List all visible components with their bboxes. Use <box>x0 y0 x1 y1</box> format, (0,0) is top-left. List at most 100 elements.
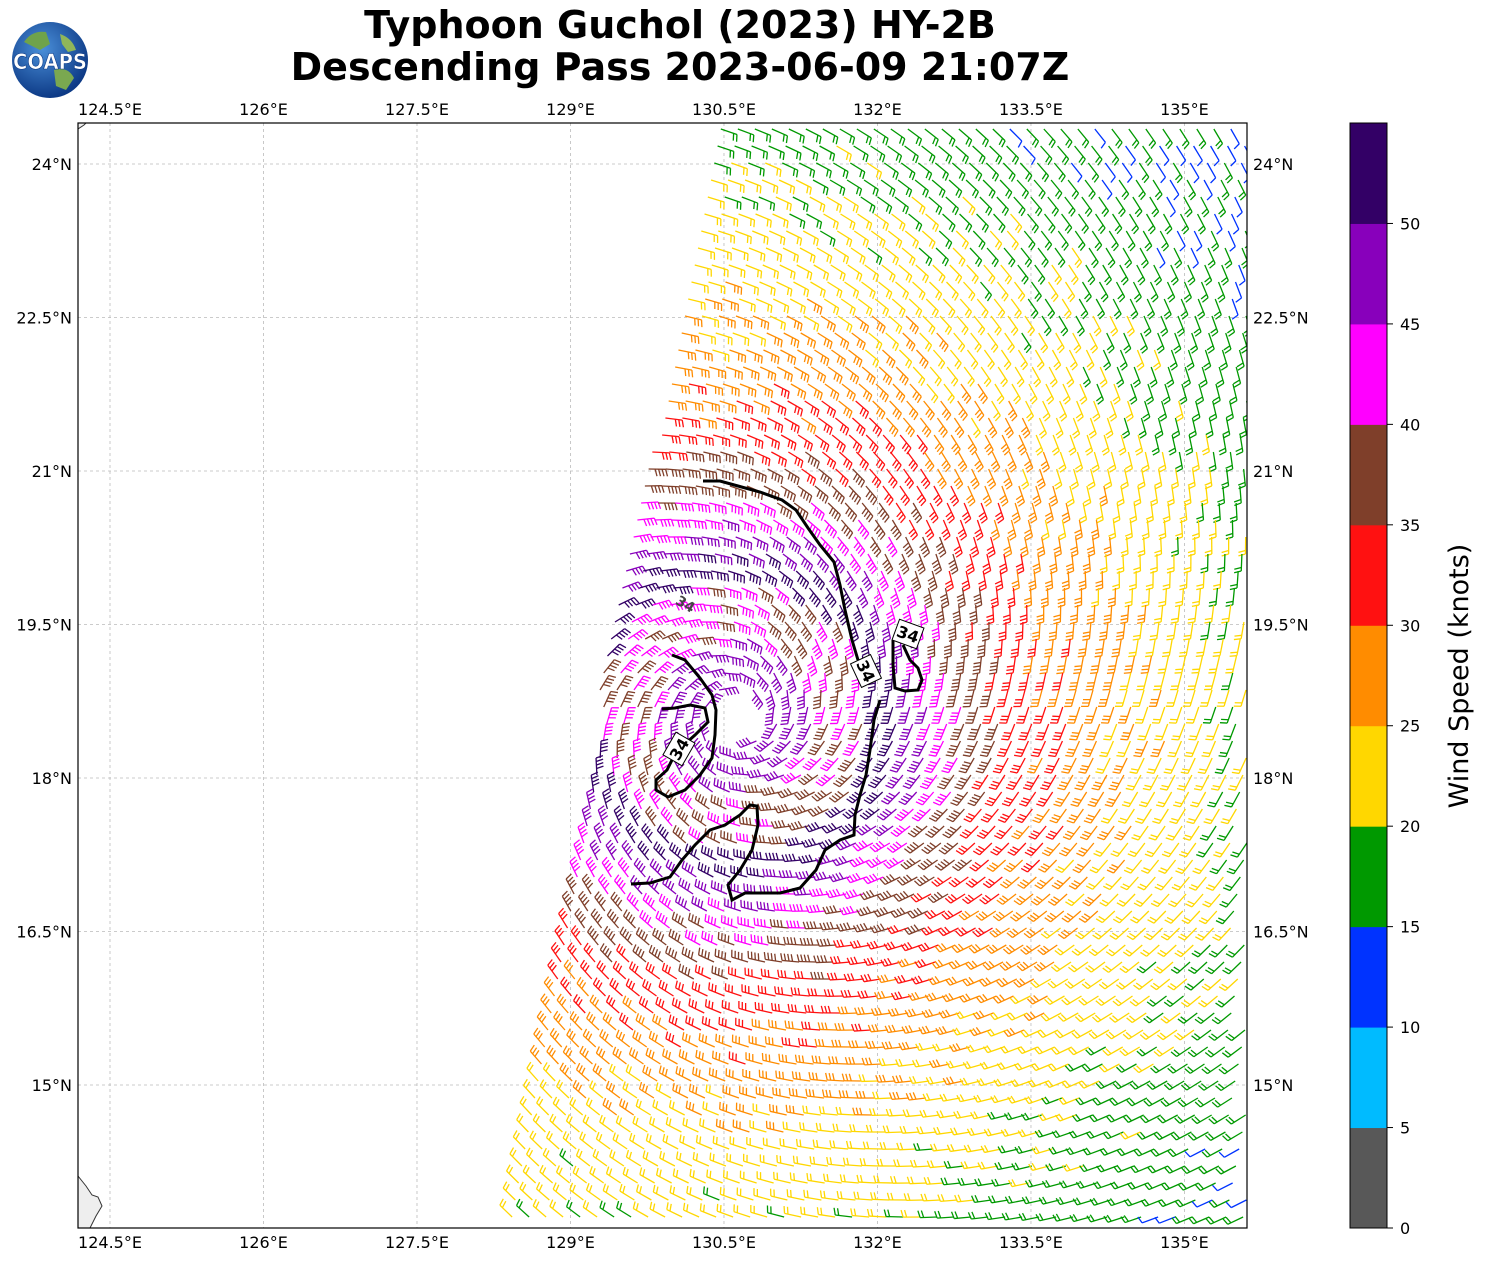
wind-barb-flag <box>900 735 908 738</box>
wind-barb-flag <box>1053 209 1059 217</box>
wind-barb-flag <box>1110 327 1117 334</box>
wind-barb-flag <box>1162 245 1169 252</box>
wind-barb <box>1238 264 1246 282</box>
wind-barb-flag <box>1239 430 1247 436</box>
wind-barb <box>1230 213 1240 230</box>
wind-barb-flag <box>761 404 764 413</box>
wind-barb-flag <box>1140 259 1148 266</box>
wind-barb-flag <box>1073 193 1080 200</box>
wind-barb-flag <box>918 205 923 213</box>
wind-barb-flag <box>1090 668 1099 671</box>
wind-barb-flag <box>1181 225 1188 232</box>
wind-barb-flag <box>1038 364 1045 371</box>
wind-barb-flag <box>1007 343 1013 351</box>
wind-barb-flag <box>802 136 805 144</box>
wind-barb-flag <box>1236 362 1244 368</box>
wind-barb-flag <box>1142 413 1150 419</box>
wind-barb-flag <box>968 735 976 738</box>
wind-barb-flag <box>941 276 946 284</box>
wind-barb-flag <box>1122 732 1131 734</box>
wind-barb-flag <box>755 594 758 603</box>
wind-barb-flag <box>876 322 881 330</box>
wind-barb-flag <box>787 354 790 362</box>
wind-barb-flag <box>865 392 870 400</box>
wind-barb-flag <box>952 678 960 681</box>
wind-barb-flag <box>976 345 982 353</box>
wind-barb-flag <box>1051 381 1058 388</box>
wind-barb-flag <box>957 342 963 350</box>
wind-barb-flag <box>918 290 924 298</box>
wind-barb <box>1125 145 1136 161</box>
wind-barb-flag <box>879 153 883 161</box>
wind-barb-flag <box>1076 261 1083 269</box>
wind-barb-flag <box>1166 379 1173 385</box>
wind-barb-flag <box>790 374 793 383</box>
wind-barb-flag <box>1188 738 1196 741</box>
wind-barb-flag <box>1104 364 1111 371</box>
wind-barb-flag <box>1054 731 1063 734</box>
wind-barb-flag <box>769 220 772 228</box>
wind-barb-flag <box>1225 413 1233 419</box>
wind-barb-flag <box>994 240 1000 248</box>
wind-barb-flag <box>757 288 759 296</box>
wind-barb-flag <box>1091 173 1098 180</box>
wind-barb-flag <box>752 611 755 619</box>
wind-barb-flag <box>792 168 796 177</box>
wind-barb-flag <box>980 394 986 402</box>
wind-barb-flag <box>1075 347 1082 354</box>
wind-barb-flag <box>1111 156 1118 164</box>
wind-barb-flag <box>978 414 985 422</box>
wind-barb-flag <box>813 322 817 330</box>
wind-barb-flag <box>908 408 914 415</box>
wind-barb <box>1166 196 1176 213</box>
wind-barb-flag <box>1068 207 1074 214</box>
wind-barb-flag <box>1023 343 1030 351</box>
wind-barb-flag <box>813 389 817 397</box>
wind-barb-flag <box>1038 189 1044 197</box>
wind-barb-flag <box>1073 344 1080 351</box>
wind-barb-flag <box>1004 275 1010 282</box>
wind-barb-flag <box>1160 327 1167 334</box>
wind-barb-flag <box>750 303 753 312</box>
wind-barb-flag <box>1206 345 1214 351</box>
wind-barb-flag <box>1131 139 1138 147</box>
wind-barb-flag <box>806 337 811 346</box>
wind-barb-flag <box>1062 330 1069 337</box>
wind-barb-flag <box>772 185 776 193</box>
wind-barb-flag <box>859 321 864 330</box>
wind-barb-flag <box>782 134 785 142</box>
wind-barb-flag <box>1105 279 1112 286</box>
wind-barb-flag <box>865 240 870 248</box>
wind-barb-flag <box>1116 227 1123 235</box>
wind-barb-flag <box>1223 735 1231 738</box>
wind-barb-flag <box>923 361 929 369</box>
wind-barb-flag <box>1173 194 1180 201</box>
wind-barb-flag <box>1008 172 1014 180</box>
wind-barb-flag <box>792 187 796 195</box>
wind-barb-flag <box>892 407 898 415</box>
wind-barb-flag <box>1229 245 1236 252</box>
wind-barb-flag <box>1182 379 1190 385</box>
wind-barb-flag <box>1231 314 1239 320</box>
wind-barb-flag <box>1011 415 1018 422</box>
wind-barb-flag <box>1057 258 1064 266</box>
wind-barb-flag <box>1078 330 1085 337</box>
wind-barb-flag <box>1238 191 1245 198</box>
wind-barb-flag <box>1069 295 1076 303</box>
wind-barb-flag <box>800 390 804 398</box>
wind-barb <box>1076 604 1079 623</box>
wind-barb-flag <box>776 253 780 261</box>
wind-barb-flag <box>881 392 887 401</box>
wind-barb-flag <box>1206 735 1214 738</box>
wind-barb <box>652 451 670 454</box>
wind-barb-flag <box>1215 140 1222 147</box>
wind-barb-flag <box>914 327 919 335</box>
wind-barb-flag <box>942 431 948 438</box>
wind-barb-flag <box>806 289 810 298</box>
wind-barb-flag <box>1097 310 1104 317</box>
wind-barb-flag <box>764 387 767 396</box>
wind-barb-flag <box>1054 275 1060 283</box>
wind-barb-flag <box>928 173 933 181</box>
wind-barb-flag <box>839 338 844 346</box>
wind-barb-flag <box>974 343 980 350</box>
